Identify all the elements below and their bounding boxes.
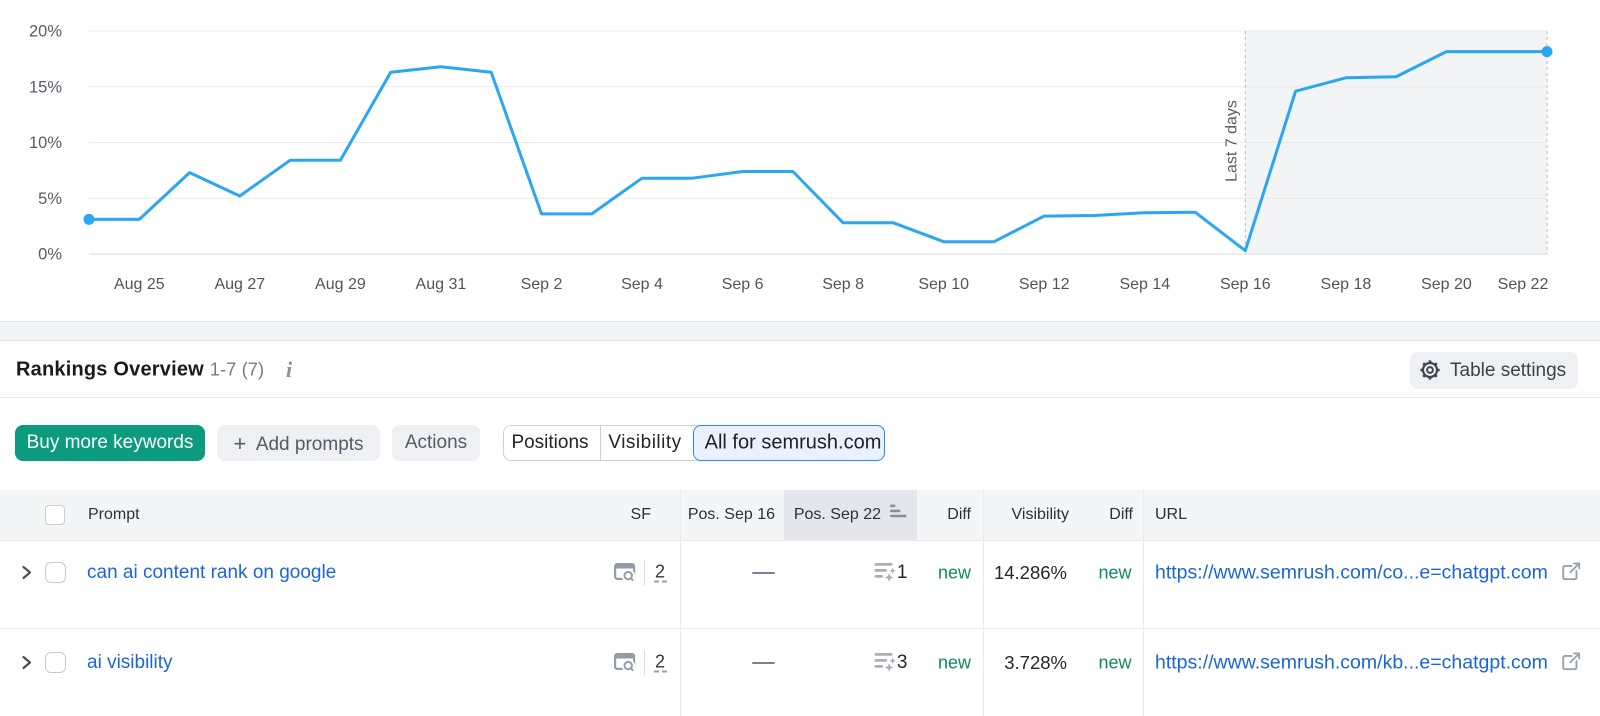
svg-text:5%: 5% <box>38 190 62 208</box>
svg-text:Sep 14: Sep 14 <box>1119 276 1170 293</box>
svg-text:Aug 31: Aug 31 <box>416 276 467 293</box>
svg-text:0%: 0% <box>38 246 62 264</box>
svg-text:15%: 15% <box>29 79 62 97</box>
svg-text:Sep 22: Sep 22 <box>1498 276 1549 293</box>
svg-text:Sep 10: Sep 10 <box>918 276 969 293</box>
svg-text:Sep 16: Sep 16 <box>1220 276 1271 293</box>
svg-text:Sep 4: Sep 4 <box>621 276 663 293</box>
svg-text:Sep 18: Sep 18 <box>1321 276 1372 293</box>
svg-text:Last 7 days: Last 7 days <box>1224 100 1241 182</box>
svg-text:Sep 6: Sep 6 <box>722 276 764 293</box>
svg-text:Aug 25: Aug 25 <box>114 276 165 293</box>
svg-text:Sep 8: Sep 8 <box>822 276 864 293</box>
svg-text:Sep 20: Sep 20 <box>1421 276 1472 293</box>
svg-text:Aug 29: Aug 29 <box>315 276 366 293</box>
svg-text:20%: 20% <box>29 23 62 41</box>
svg-text:Sep 2: Sep 2 <box>521 276 563 293</box>
svg-text:Sep 12: Sep 12 <box>1019 276 1070 293</box>
svg-text:10%: 10% <box>29 134 62 152</box>
svg-text:Aug 27: Aug 27 <box>214 276 265 293</box>
